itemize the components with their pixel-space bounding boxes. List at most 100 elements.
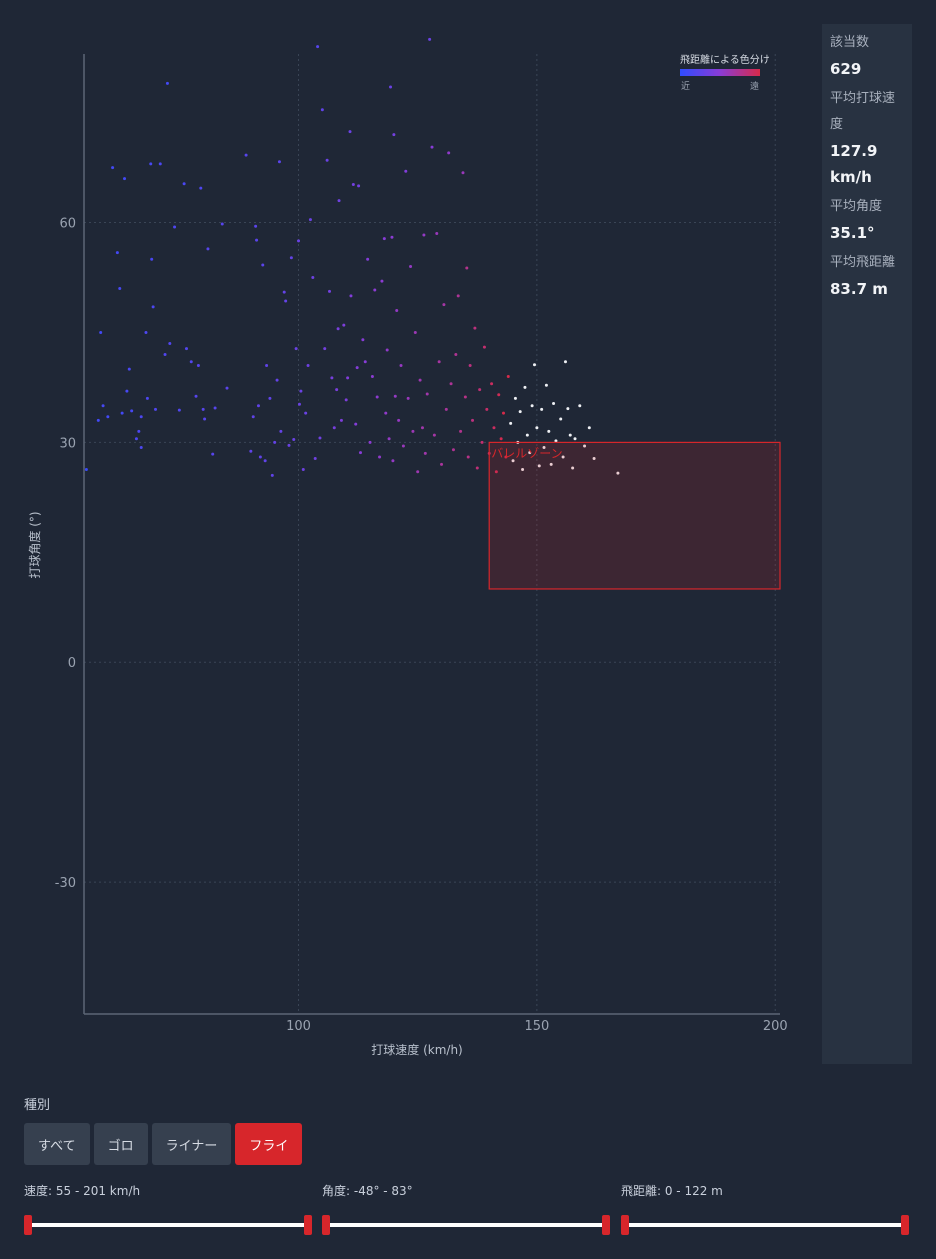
scatter-point (256, 404, 260, 408)
scatter-point (413, 330, 417, 334)
barrel-zone-rect (488, 441, 781, 590)
scatter-point (559, 417, 563, 421)
scatter-point (380, 279, 384, 283)
barrel-zone: バレルゾーン (488, 441, 781, 590)
scatter-point (409, 265, 413, 269)
angle-range-max-handle[interactable] (602, 1215, 610, 1235)
scatter-point (255, 238, 259, 242)
scatter-point (404, 169, 408, 173)
scatter-point (573, 437, 577, 441)
scatter-point (297, 239, 301, 243)
scatter-point (454, 352, 458, 356)
scatter-point (254, 224, 258, 228)
speed-range-slider: 速度: 55 - 201 km/h (24, 1182, 312, 1235)
scatter-point (304, 411, 308, 415)
speed-range-track[interactable] (28, 1223, 308, 1227)
scatter-point (375, 395, 379, 399)
scatter-point (432, 433, 436, 437)
scatter-point (189, 360, 193, 364)
scatter-point (154, 407, 158, 411)
scatter-point (480, 440, 484, 444)
angle-range-slider: 角度: -48° - 83° (322, 1182, 610, 1235)
x-tick-label: 150 (524, 1019, 549, 1034)
scatter-point (547, 429, 551, 433)
scatter-point (318, 436, 322, 440)
scatter-point (423, 451, 427, 455)
scatter-point (251, 415, 255, 419)
scatter-point (361, 338, 365, 342)
scatter-point (490, 382, 494, 386)
scatter-point (299, 389, 303, 393)
scatter-point (442, 303, 446, 307)
angle-range-min-handle[interactable] (322, 1215, 330, 1235)
scatter-point (583, 444, 587, 448)
scatter-point (137, 429, 141, 433)
filter-fly-button[interactable]: フライ (235, 1123, 303, 1165)
angle-range-track[interactable] (326, 1223, 606, 1227)
scatter-point (494, 470, 498, 474)
axes: 100 150 200 60 30 0 -30 打球速度 (km/h) 打球角度 (°) (27, 54, 788, 1057)
angle-range-label: 角度: -48° - 83° (322, 1184, 413, 1198)
scatter-point (568, 433, 572, 437)
scatter-point (99, 330, 103, 334)
scatter-point (506, 374, 510, 378)
legend-title: 飛距離による色分け (680, 53, 770, 66)
scatter-point (184, 347, 188, 351)
scatter-point (279, 429, 283, 433)
scatter-point (323, 347, 327, 351)
count-value: 629 (830, 60, 862, 78)
filter-all-button[interactable]: すべて (24, 1123, 90, 1165)
scatter-point (566, 407, 570, 411)
speed-range-max-handle[interactable] (304, 1215, 312, 1235)
avg-angle-value: 35.1° (830, 224, 875, 242)
scatter-point (168, 341, 172, 345)
scatter-point (320, 108, 324, 112)
scatter-point (549, 462, 553, 466)
scatter-point (478, 388, 482, 392)
scatter-point (101, 404, 105, 408)
scatter-point (420, 426, 424, 430)
scatter-point (96, 418, 100, 422)
avg-distance-value: 83.7 m (830, 280, 888, 298)
scatter-point (139, 415, 143, 419)
scatter-point (213, 406, 217, 410)
scatter-point (270, 473, 274, 477)
scatter-point (430, 145, 434, 149)
scatter-point (118, 287, 122, 291)
scatter-point (335, 388, 339, 392)
scatter-point (344, 398, 348, 402)
scatter-point (523, 385, 527, 389)
filter-ground-button[interactable]: ゴロ (93, 1123, 148, 1165)
data-points (84, 37, 620, 477)
scatter-point (525, 433, 529, 437)
scatter-point (332, 426, 336, 430)
filter-liner-button[interactable]: ライナー (151, 1123, 232, 1165)
scatter-point (134, 437, 138, 441)
scatter-point (144, 330, 148, 334)
scatter-point (366, 257, 370, 261)
y-tick-label: 30 (59, 436, 76, 451)
distance-range-min-handle[interactable] (621, 1215, 629, 1235)
y-axis-title: 打球角度 (°) (27, 511, 42, 578)
scatter-chart: 100 150 200 60 30 0 -30 打球速度 (km/h) 打球角度 (°) バレル… (27, 37, 788, 1057)
scatter-point (563, 360, 567, 364)
distance-range-max-handle[interactable] (901, 1215, 909, 1235)
scatter-point (106, 415, 110, 419)
scatter-point (199, 186, 203, 190)
legend-near-label: 近 (681, 80, 690, 92)
scatter-point (416, 470, 420, 474)
speed-range-min-handle[interactable] (24, 1215, 32, 1235)
scatter-point (165, 81, 169, 85)
scatter-point (339, 418, 343, 422)
scatter-point (485, 407, 489, 411)
scatter-point (390, 235, 394, 239)
scatter-point (301, 468, 305, 472)
scatter-point (456, 294, 460, 298)
scatter-point (158, 162, 162, 166)
distance-range-track[interactable] (625, 1223, 905, 1227)
scatter-point (544, 383, 548, 387)
scatter-point (139, 446, 143, 450)
scatter-point (151, 305, 155, 309)
scatter-point (418, 378, 422, 382)
scatter-point (145, 396, 149, 400)
